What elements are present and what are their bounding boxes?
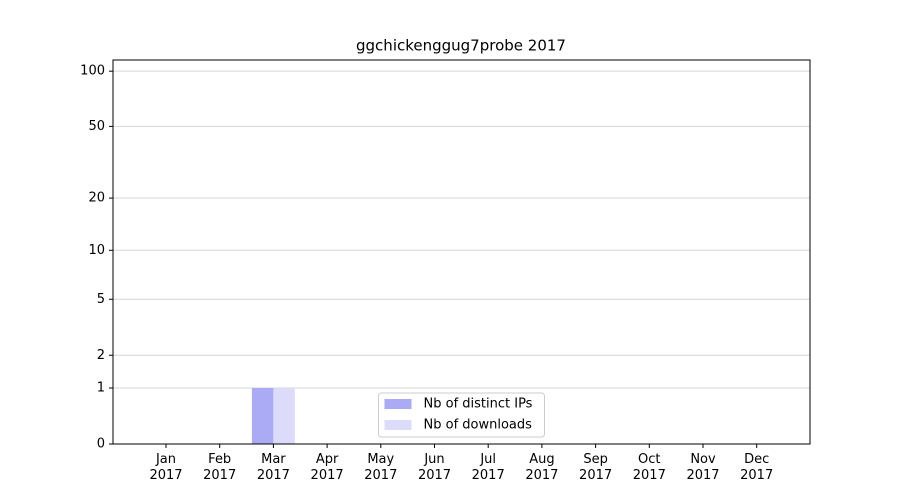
- legend-box: [378, 392, 545, 438]
- chart-title: ggchickenggug7probe 2017: [356, 37, 566, 55]
- y-tick-label: 20: [88, 191, 105, 206]
- x-tick-label: Sep 2017: [579, 452, 613, 483]
- y-tick-label: 5: [97, 292, 105, 307]
- legend-swatch: [384, 420, 412, 430]
- x-tick-label: Apr 2017: [310, 452, 344, 483]
- x-tick-label: May 2017: [364, 452, 398, 483]
- y-tick-label: 2: [97, 348, 105, 363]
- x-tick-label: Aug 2017: [525, 452, 559, 483]
- x-tick-label: Mar 2017: [256, 452, 290, 483]
- bar: [251, 388, 274, 444]
- x-tick-label: Dec 2017: [740, 452, 774, 483]
- y-tick-label: 100: [80, 64, 105, 79]
- y-tick-label: 0: [97, 437, 105, 452]
- x-tick-label: Jun 2017: [417, 452, 452, 483]
- y-tick-label: 10: [88, 243, 105, 258]
- x-tick-label: Nov 2017: [686, 452, 720, 483]
- legend: Nb of distinct IPs Nb of downloads: [378, 392, 545, 438]
- x-tick-label: Jan 2017: [149, 452, 183, 483]
- x-tick-label: Feb 2017: [203, 452, 237, 483]
- bar: [273, 388, 295, 444]
- x-tick-label: Jul 2017: [471, 452, 505, 483]
- y-tick-label: 50: [88, 119, 105, 134]
- x-tick-label: Oct 2017: [632, 452, 666, 483]
- y-tick-label: 1: [97, 381, 105, 396]
- legend-label: Nb of downloads: [424, 418, 533, 433]
- plot-frame: [112, 59, 811, 445]
- legend-swatch: [384, 399, 412, 409]
- legend-label: Nb of distinct IPs: [424, 397, 533, 412]
